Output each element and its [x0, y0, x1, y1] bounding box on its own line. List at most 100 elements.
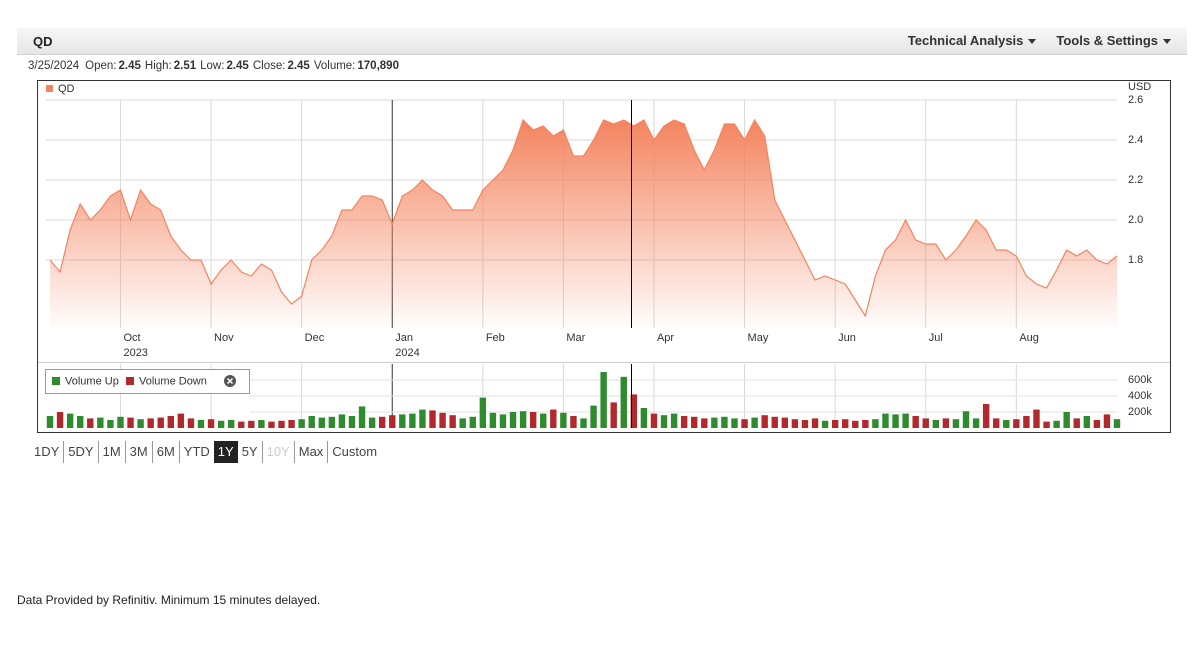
price-area — [50, 120, 1117, 328]
volume-bar — [1043, 421, 1050, 428]
volume-bar — [902, 413, 909, 428]
x-tick-label: Nov — [214, 332, 234, 344]
volume-bar — [348, 416, 356, 428]
range-button[interactable]: 1Y — [213, 441, 238, 463]
quote-fields: Open: 2.45 High: 2.51 Low: 2.45 Close: 2.45 Volu… — [85, 60, 403, 72]
volume-bar — [107, 420, 114, 428]
volume-bar — [459, 418, 466, 428]
legend-label: Volume Up — [65, 375, 119, 387]
legend-swatch — [52, 377, 60, 385]
quote-value: 2.45 — [226, 60, 249, 72]
legend-label: Volume Down — [139, 375, 207, 387]
toolbar: QD Technical Analysis Tools & Settings — [17, 28, 1187, 55]
volume-bar — [811, 418, 819, 428]
volume-bar — [650, 413, 658, 428]
range-button[interactable]: 3M — [124, 441, 152, 463]
volume-bar — [932, 420, 940, 428]
volume-bar — [1113, 419, 1121, 428]
volume-bar — [66, 413, 74, 428]
range-buttons: 1DY 5DY 1M 3M 6M YTD 1Y 5Y 10Y Max Custom — [30, 441, 381, 463]
volume-bar — [670, 413, 678, 428]
volume-bar — [248, 420, 255, 428]
x-tick-label: Dec — [305, 332, 325, 344]
volume-bar — [1103, 414, 1111, 428]
x-tick-label: Mar — [566, 332, 585, 344]
x-tick-label: May — [748, 332, 769, 344]
menus: Technical Analysis Tools & Settings — [908, 33, 1171, 48]
x-tick-label: Oct — [123, 332, 140, 344]
range-button[interactable]: 1M — [97, 441, 125, 463]
volume-bar — [1033, 409, 1040, 428]
volume-bar — [842, 419, 849, 428]
volume-bar — [187, 418, 195, 428]
range-button[interactable]: 10Y — [261, 441, 294, 463]
quote-value: 2.51 — [173, 60, 197, 72]
x-sublabel: 2024 — [395, 347, 419, 359]
x-tick-label: Feb — [486, 332, 505, 344]
volume-bar — [660, 415, 668, 428]
volume-bar — [1003, 420, 1010, 428]
volume-bar — [550, 409, 557, 428]
volume-bar — [127, 417, 134, 428]
y-tick-label: 400k — [1128, 390, 1152, 402]
y-tick-label: 2.6 — [1128, 94, 1143, 106]
volume-bar — [751, 417, 758, 428]
range-button[interactable]: YTD — [178, 441, 214, 463]
volume-bar — [882, 413, 889, 428]
range-button[interactable]: 5DY — [63, 441, 97, 463]
volume-bar — [741, 419, 748, 428]
volume-bar — [701, 418, 708, 428]
volume-bar — [268, 421, 275, 428]
volume-bar — [439, 412, 446, 428]
symbol: QD — [33, 34, 53, 49]
volume-bar — [419, 409, 426, 428]
volume-bar — [177, 413, 185, 428]
range-button[interactable]: Custom — [327, 441, 381, 463]
volume-bar — [489, 412, 497, 428]
menu[interactable]: Technical Analysis — [908, 33, 1037, 48]
volume-bar — [278, 420, 285, 428]
x-tick-label: Jul — [929, 332, 943, 344]
volume-bar — [97, 417, 104, 428]
volume-bar — [580, 418, 587, 428]
legend-label: QD — [58, 83, 75, 95]
volume-bar — [781, 417, 789, 428]
range-button[interactable]: 1DY — [34, 444, 60, 459]
volume-bar — [952, 419, 960, 428]
quote-label: High: — [144, 60, 172, 72]
volume-bar — [1023, 416, 1030, 428]
quote-label: Close: — [252, 60, 286, 72]
price-line — [49, 118, 1118, 318]
volume-bar — [56, 412, 64, 428]
volume-bar — [620, 376, 627, 428]
volume-bar — [288, 420, 295, 428]
volume-bar — [1053, 420, 1060, 428]
volume-bar — [117, 416, 124, 428]
volume-bar — [389, 415, 396, 428]
volume-bar — [560, 412, 567, 428]
range-button[interactable]: Max — [293, 441, 328, 463]
volume-bar — [46, 416, 54, 428]
volume-bar — [680, 416, 688, 428]
volume-bar — [157, 417, 164, 428]
volume-bar — [409, 413, 416, 428]
x-tick-label: Apr — [657, 332, 674, 344]
chart-frame — [37, 80, 1171, 433]
volume-bar — [600, 372, 607, 428]
volume-bar — [872, 419, 879, 428]
quote-line: 3/25/2024 Open: 2.45 High: 2.51 Low: 2.45 Close… — [28, 60, 403, 72]
y-tick-label: 200k — [1128, 406, 1152, 418]
volume-bar — [227, 420, 235, 428]
volume-bar — [217, 420, 225, 428]
menu[interactable]: Tools & Settings — [1056, 33, 1171, 48]
quote-value: 2.45 — [118, 60, 141, 72]
volume-bar — [469, 416, 476, 428]
range-button[interactable]: 5Y — [241, 444, 258, 459]
range-button[interactable]: 6M — [151, 441, 179, 463]
volume-bar — [378, 416, 386, 428]
volume-bar — [449, 415, 456, 428]
volume-bar — [479, 397, 487, 428]
volume-bar — [922, 418, 929, 428]
volume-bar — [87, 418, 94, 428]
